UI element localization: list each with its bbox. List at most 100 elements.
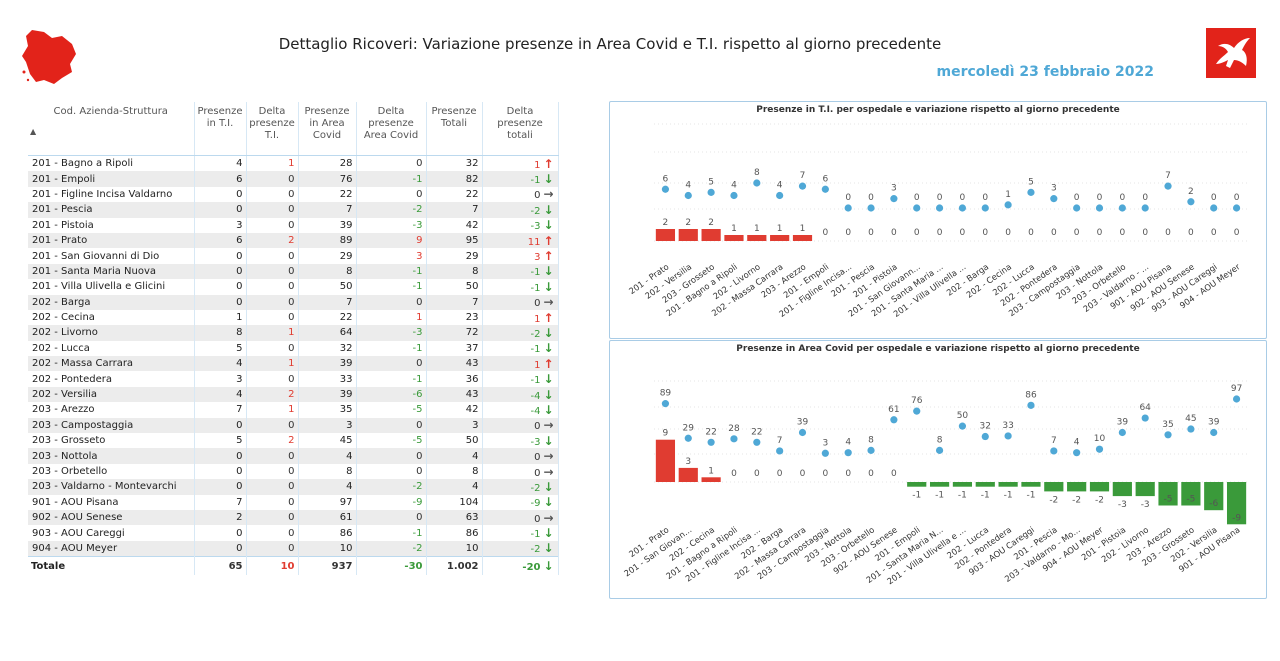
delta-bar[interactable] (678, 467, 698, 482)
presence-point[interactable] (844, 204, 852, 212)
delta-bar[interactable] (724, 235, 744, 241)
column-header[interactable]: Delta presenze totali (482, 102, 559, 156)
presence-point[interactable] (1210, 428, 1218, 437)
table-row[interactable]: 202 - Pontedera 3 0 33 -1 36 -1 ↓ (28, 371, 559, 387)
sort-ascending-icon[interactable]: ▲ (30, 127, 37, 136)
presence-point[interactable] (913, 204, 921, 212)
presence-point[interactable] (776, 191, 784, 200)
delta-bar[interactable] (792, 235, 813, 241)
presence-point[interactable] (1141, 414, 1149, 422)
delta-bar[interactable] (907, 482, 927, 487)
presence-point[interactable] (1187, 198, 1195, 206)
table-row[interactable]: 203 - Nottola 0 0 4 0 4 0 → (28, 448, 559, 464)
table-row[interactable]: 201 - Bagno a Ripoli 4 1 28 0 32 1 ↑ (28, 155, 559, 172)
table-row[interactable]: 203 - Arezzo 7 1 35 -5 42 -4 ↓ (28, 402, 559, 418)
presence-point[interactable] (1210, 204, 1218, 212)
delta-bar[interactable] (1158, 482, 1178, 506)
presence-point[interactable] (661, 185, 670, 193)
presence-point[interactable] (1050, 447, 1058, 455)
presence-point[interactable] (798, 428, 807, 437)
presence-point[interactable] (730, 435, 738, 443)
table-row[interactable]: 201 - Santa Maria Nuova 0 0 8 -1 8 -1 ↓ (28, 263, 559, 280)
presence-point[interactable] (1073, 204, 1081, 212)
delta-bar[interactable] (701, 477, 721, 482)
presence-point[interactable] (1004, 201, 1012, 209)
delta-bar[interactable] (1089, 482, 1110, 492)
presence-point[interactable] (798, 182, 807, 190)
presence-point[interactable] (821, 185, 829, 193)
table-row[interactable]: 203 - Campostaggia 0 0 3 0 3 0 → (28, 417, 559, 434)
presence-point[interactable] (958, 422, 967, 430)
delta-bar[interactable] (1112, 482, 1132, 497)
presence-point[interactable] (958, 204, 967, 212)
presence-point[interactable] (753, 179, 761, 187)
delta-bar[interactable] (1181, 482, 1201, 506)
table-row[interactable]: 201 - Pescia 0 0 7 -2 7 -2 ↓ (28, 202, 559, 218)
presence-point[interactable] (753, 438, 761, 446)
table-row[interactable]: 202 - Versilia 4 2 39 -6 43 -4 ↓ (28, 386, 559, 403)
presence-point[interactable] (821, 449, 829, 457)
table-row[interactable]: 202 - Barga 0 0 7 0 7 0 → (28, 294, 559, 310)
table-row[interactable]: 903 - AOU Careggi 0 0 86 -1 86 -1 ↓ (28, 525, 559, 541)
presence-point[interactable] (1232, 395, 1241, 403)
presence-point[interactable] (844, 449, 852, 457)
presence-point[interactable] (890, 416, 898, 424)
presence-point[interactable] (1118, 204, 1126, 212)
table-row[interactable]: 902 - AOU Senese 2 0 61 0 63 0 → (28, 509, 559, 526)
column-header[interactable]: Delta presenze Area Covid (356, 102, 427, 156)
delta-bar[interactable] (1226, 482, 1247, 525)
table-row[interactable]: 201 - Pistoia 3 0 39 -3 42 -3 ↓ (28, 217, 559, 233)
table-row[interactable]: 201 - Empoli 6 0 76 -1 82 -1 ↓ (28, 171, 559, 187)
table-row[interactable]: 203 - Valdarno - Montevarchi 0 0 4 -2 4 -2 ↓ (28, 479, 559, 495)
delta-bar[interactable] (1135, 482, 1155, 497)
column-header[interactable]: Delta presenze T.I. (246, 102, 299, 156)
table-row[interactable]: 203 - Grosseto 5 2 45 -5 50 -3 ↓ (28, 433, 559, 449)
presence-point[interactable] (1095, 445, 1104, 453)
table-row[interactable]: 202 - Massa Carrara 4 1 39 0 43 1 ↑ (28, 356, 559, 372)
delta-bar[interactable] (998, 482, 1018, 487)
delta-bar[interactable] (1044, 482, 1064, 492)
presence-point[interactable] (684, 191, 692, 200)
presence-point[interactable] (1118, 428, 1126, 437)
presence-point[interactable] (890, 195, 898, 203)
presence-point[interactable] (981, 432, 989, 441)
presence-point[interactable] (1050, 195, 1058, 203)
presence-point[interactable] (1187, 425, 1195, 433)
table-row[interactable]: 904 - AOU Meyer 0 0 10 -2 10 -2 ↓ (28, 540, 559, 557)
delta-bar[interactable] (655, 229, 676, 241)
table-row[interactable]: 901 - AOU Pisana 7 0 97 -9 104 -9 ↓ (28, 494, 559, 510)
table-row[interactable]: 201 - Prato 6 2 89 9 95 11 ↑ (28, 232, 559, 249)
table-row[interactable]: 201 - San Giovanni di Dio 0 0 29 3 29 3 ↑ (28, 248, 559, 264)
presence-point[interactable] (1027, 188, 1035, 196)
delta-bar[interactable] (701, 229, 721, 241)
presence-point[interactable] (913, 407, 921, 415)
table-row[interactable]: 202 - Lucca 5 0 32 -1 37 -1 ↓ (28, 340, 559, 357)
delta-bar[interactable] (1067, 482, 1087, 492)
delta-bar[interactable] (655, 439, 676, 482)
delta-bar[interactable] (678, 229, 698, 241)
table-row[interactable]: 203 - Orbetello 0 0 8 0 8 0 → (28, 463, 559, 480)
presence-point[interactable] (707, 188, 715, 196)
presence-point[interactable] (1073, 449, 1081, 457)
presence-point[interactable] (1141, 204, 1149, 212)
delta-bar[interactable] (975, 482, 995, 487)
delta-bar[interactable] (952, 482, 973, 487)
presence-point[interactable] (684, 434, 692, 442)
table-row[interactable]: 201 - Figline Incisa Valdarno 0 0 22 0 22 0 → (28, 186, 559, 203)
total-row[interactable]: Totale 65 10 937 -30 1.002 -20 ↓ (28, 556, 559, 576)
presence-point[interactable] (776, 447, 784, 455)
column-header[interactable]: Presenze Totali (426, 102, 483, 156)
presence-point[interactable] (867, 204, 875, 212)
presence-point[interactable] (1004, 432, 1012, 440)
presence-point[interactable] (1164, 431, 1172, 439)
column-header[interactable]: Presenze in Area Covid (298, 102, 357, 156)
delta-bar[interactable] (747, 235, 767, 241)
presence-point[interactable] (1232, 204, 1241, 212)
table-row[interactable]: 202 - Cecina 1 0 22 1 23 1 ↑ (28, 309, 559, 326)
presence-point[interactable] (1164, 182, 1172, 190)
presence-point[interactable] (867, 446, 875, 454)
presence-point[interactable] (981, 204, 989, 212)
presence-point[interactable] (661, 400, 670, 408)
presence-point[interactable] (935, 204, 944, 212)
delta-bar[interactable] (929, 482, 950, 487)
